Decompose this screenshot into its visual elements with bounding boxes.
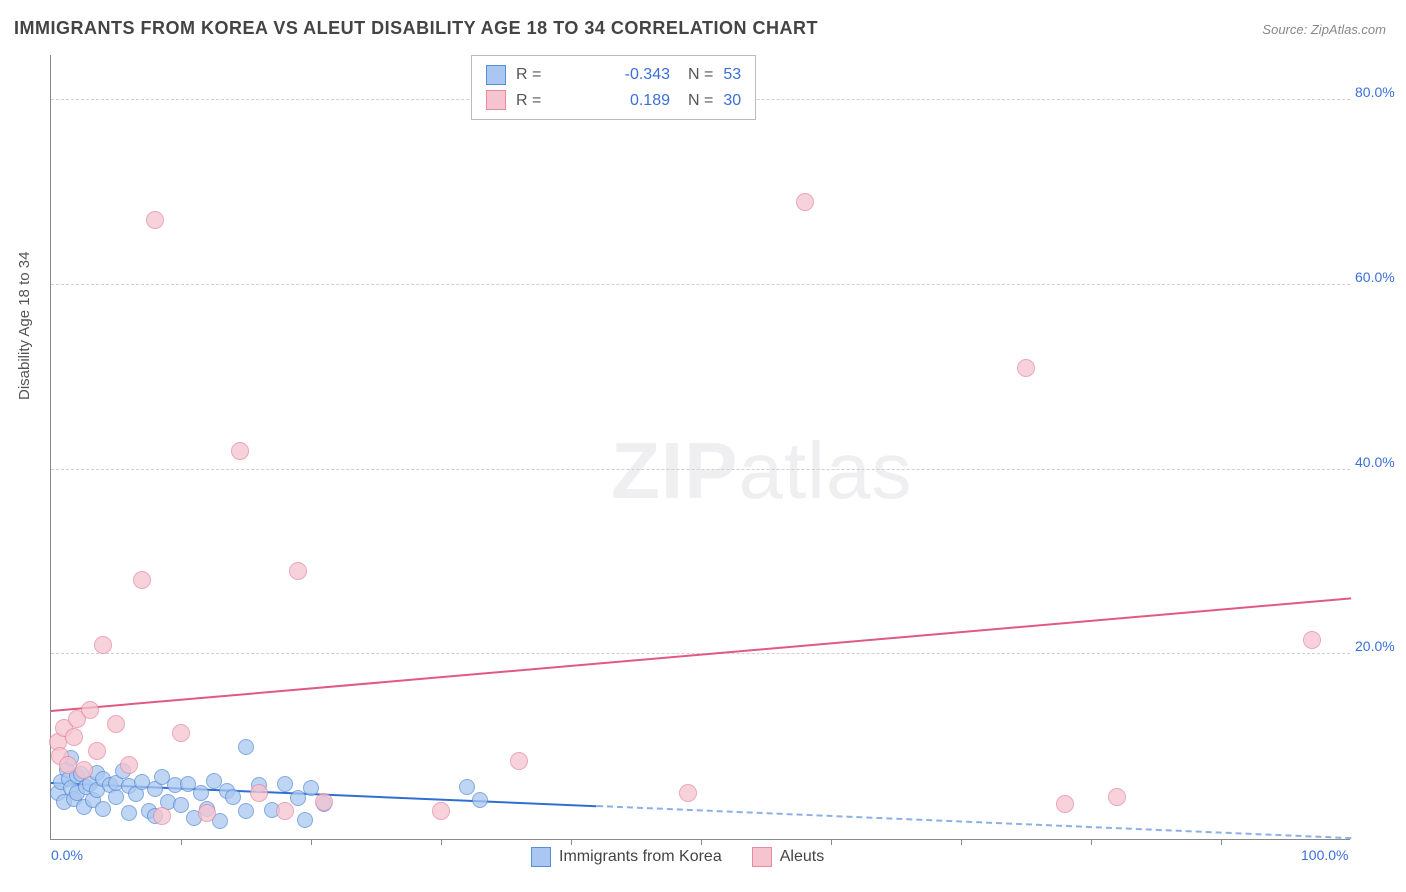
plot-area: ZIPatlas R =-0.343N =53R =0.189N =30 Imm…: [50, 55, 1350, 840]
gridline: [51, 284, 1350, 285]
aleuts-point: [276, 802, 294, 820]
aleuts-point: [510, 752, 528, 770]
x-tick-mark: [311, 839, 312, 845]
aleuts-point: [1303, 631, 1321, 649]
aleuts-point: [120, 756, 138, 774]
x-tick-label: 100.0%: [1301, 847, 1348, 863]
aleuts-point: [146, 211, 164, 229]
gridline: [51, 469, 1350, 470]
aleuts-point: [289, 562, 307, 580]
y-tick-label: 80.0%: [1355, 84, 1406, 100]
aleuts-point: [107, 715, 125, 733]
y-tick-label: 20.0%: [1355, 638, 1406, 654]
aleuts-point: [231, 442, 249, 460]
korea-point: [303, 780, 319, 796]
aleuts-point: [75, 761, 93, 779]
legend-item-korea: Immigrants from Korea: [531, 847, 722, 867]
korea-point: [238, 739, 254, 755]
watermark-bold: ZIP: [611, 426, 738, 515]
legend-n-value-korea: 53: [723, 62, 741, 88]
legend-n-label: N =: [688, 62, 713, 88]
series-legend: Immigrants from Korea Aleuts: [531, 847, 824, 867]
x-tick-mark: [571, 839, 572, 845]
legend-swatch-korea: [531, 847, 551, 867]
aleuts-point: [1056, 795, 1074, 813]
watermark: ZIPatlas: [611, 425, 912, 517]
aleuts-point: [679, 784, 697, 802]
aleuts-point: [172, 724, 190, 742]
chart-title: IMMIGRANTS FROM KOREA VS ALEUT DISABILIT…: [14, 18, 818, 39]
x-tick-mark: [1221, 839, 1222, 845]
aleuts-point: [796, 193, 814, 211]
korea-trendline-dashed: [597, 805, 1351, 839]
x-tick-label: 0.0%: [51, 847, 83, 863]
watermark-light: atlas: [738, 426, 912, 515]
legend-swatch-aleuts: [486, 90, 506, 110]
korea-point: [95, 801, 111, 817]
aleuts-point: [133, 571, 151, 589]
aleuts-point: [315, 793, 333, 811]
x-tick-mark: [961, 839, 962, 845]
aleuts-point: [153, 807, 171, 825]
correlation-legend: R = -0.343 N = 53 R = 0.189 N = 30: [471, 55, 756, 120]
aleuts-point: [198, 804, 216, 822]
aleuts-point: [1017, 359, 1035, 377]
legend-r-value-korea: -0.343: [608, 62, 670, 88]
legend-row-aleuts: R = 0.189 N = 30: [486, 88, 741, 114]
korea-point: [173, 797, 189, 813]
korea-point: [459, 779, 475, 795]
legend-n-value-aleuts: 30: [723, 88, 741, 114]
y-tick-label: 40.0%: [1355, 454, 1406, 470]
x-tick-mark: [701, 839, 702, 845]
legend-r-value-aleuts: 0.189: [608, 88, 670, 114]
korea-point: [277, 776, 293, 792]
aleuts-point: [1108, 788, 1126, 806]
korea-point: [121, 805, 137, 821]
source-value: ZipAtlas.com: [1311, 22, 1386, 37]
korea-point: [238, 803, 254, 819]
source-label: Source:: [1262, 22, 1307, 37]
legend-r-label: R =: [516, 88, 598, 114]
legend-swatch-korea: [486, 65, 506, 85]
legend-label-korea: Immigrants from Korea: [559, 848, 722, 866]
aleuts-point: [65, 728, 83, 746]
legend-label-aleuts: Aleuts: [780, 848, 824, 866]
y-tick-label: 60.0%: [1355, 269, 1406, 285]
aleuts-point: [432, 802, 450, 820]
korea-point: [472, 792, 488, 808]
aleuts-point: [94, 636, 112, 654]
x-tick-mark: [441, 839, 442, 845]
korea-point: [193, 785, 209, 801]
aleuts-point: [88, 742, 106, 760]
legend-n-label: N =: [688, 88, 713, 114]
legend-r-label: R =: [516, 62, 598, 88]
aleuts-point: [81, 701, 99, 719]
korea-point: [225, 789, 241, 805]
legend-row-korea: R = -0.343 N = 53: [486, 62, 741, 88]
source-attribution: Source: ZipAtlas.com: [1262, 22, 1386, 37]
legend-swatch-aleuts: [752, 847, 772, 867]
korea-point: [108, 789, 124, 805]
y-axis-label: Disability Age 18 to 34: [16, 252, 33, 400]
aleuts-point: [250, 784, 268, 802]
x-tick-mark: [831, 839, 832, 845]
x-tick-mark: [1091, 839, 1092, 845]
x-tick-mark: [181, 839, 182, 845]
legend-item-aleuts: Aleuts: [752, 847, 824, 867]
korea-point: [297, 812, 313, 828]
